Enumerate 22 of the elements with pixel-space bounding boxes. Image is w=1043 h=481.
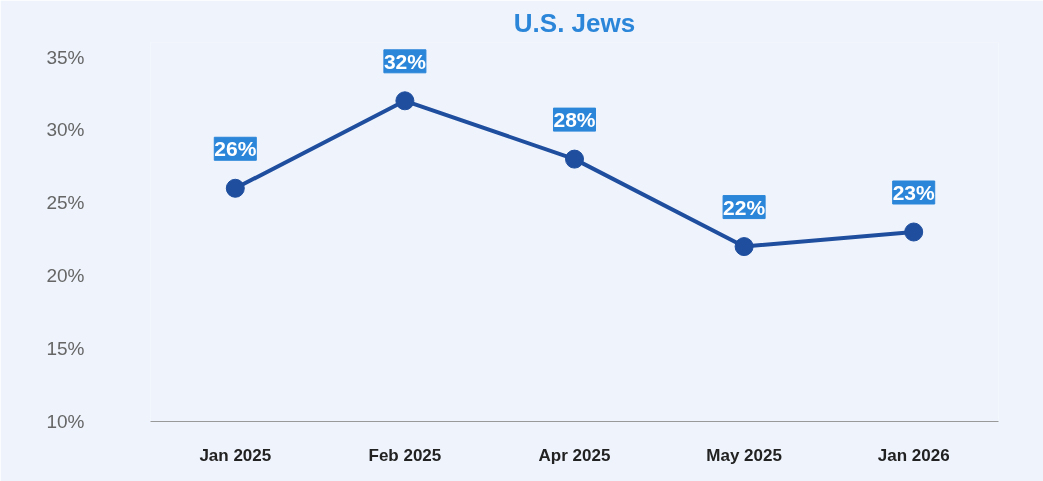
y-tick-label: 15% [46,338,85,360]
data-label: 26% [214,137,257,161]
y-tick-label: 20% [46,265,85,287]
x-tick-label: Jan 2025 [199,445,272,465]
point [904,222,924,242]
y-tick-label: 10% [46,411,85,432]
data-label: 28% [553,108,596,132]
point [225,178,245,198]
y-tick-label: 35% [46,46,85,68]
x-tick-label: Jan 2026 [877,445,950,465]
point [395,91,415,111]
chart-title: U.S. Jews [513,7,636,38]
data-label: 22% [723,195,766,219]
x-tick-label: Feb 2025 [368,445,442,465]
x-tick-label: Apr 2025 [538,445,611,465]
point [734,237,754,257]
data-label: 23% [892,181,936,204]
x-tick-label: May 2025 [706,445,782,465]
point [565,149,584,169]
data-label: 32% [383,49,427,73]
y-tick-label: 30% [46,119,85,141]
y-tick-label: 25% [46,192,85,214]
